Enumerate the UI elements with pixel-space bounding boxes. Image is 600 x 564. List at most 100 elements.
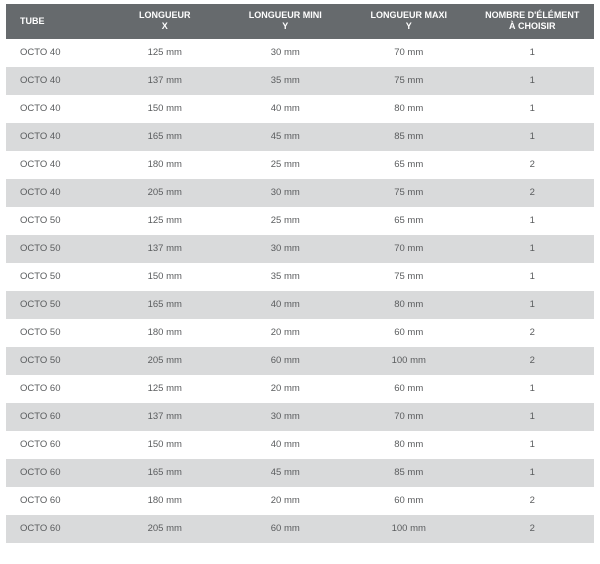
col-header-line1: LONGUEUR MAXI — [371, 10, 448, 20]
table-cell: 2 — [470, 179, 594, 207]
table-cell: OCTO 40 — [6, 67, 106, 95]
table-cell: 1 — [470, 67, 594, 95]
col-header-line1: TUBE — [20, 16, 45, 26]
table-cell: 1 — [470, 123, 594, 151]
table-cell: 60 mm — [224, 515, 347, 543]
table-cell: 30 mm — [224, 235, 347, 263]
table-cell: OCTO 50 — [6, 291, 106, 319]
table-cell: 80 mm — [347, 291, 470, 319]
table-cell: 75 mm — [347, 263, 470, 291]
table-cell: 85 mm — [347, 123, 470, 151]
header-row: TUBE LONGUEUR X LONGUEUR MINI Y LONGUEUR… — [6, 4, 594, 39]
table-cell: 75 mm — [347, 67, 470, 95]
table-cell: 65 mm — [347, 151, 470, 179]
table-cell: OCTO 60 — [6, 375, 106, 403]
table-row: OCTO 50125 mm25 mm65 mm1 — [6, 207, 594, 235]
table-body: OCTO 40125 mm30 mm70 mm1OCTO 40137 mm35 … — [6, 39, 594, 543]
table-cell: 20 mm — [224, 375, 347, 403]
table-cell: 65 mm — [347, 207, 470, 235]
table-row: OCTO 50205 mm60 mm100 mm2 — [6, 347, 594, 375]
table-cell: 205 mm — [106, 179, 224, 207]
table-cell: 165 mm — [106, 459, 224, 487]
table-header: TUBE LONGUEUR X LONGUEUR MINI Y LONGUEUR… — [6, 4, 594, 39]
table-cell: 70 mm — [347, 235, 470, 263]
table-row: OCTO 60180 mm20 mm60 mm2 — [6, 487, 594, 515]
table-cell: 20 mm — [224, 487, 347, 515]
table-cell: OCTO 60 — [6, 431, 106, 459]
table-cell: 1 — [470, 431, 594, 459]
table-cell: 1 — [470, 39, 594, 67]
table-cell: OCTO 40 — [6, 39, 106, 67]
table-cell: 137 mm — [106, 67, 224, 95]
table-row: OCTO 50150 mm35 mm75 mm1 — [6, 263, 594, 291]
table-cell: 45 mm — [224, 459, 347, 487]
table-cell: 85 mm — [347, 459, 470, 487]
table-cell: OCTO 50 — [6, 207, 106, 235]
table-cell: 2 — [470, 487, 594, 515]
table-row: OCTO 40137 mm35 mm75 mm1 — [6, 67, 594, 95]
table-cell: OCTO 60 — [6, 515, 106, 543]
col-header-longueur-maxi: LONGUEUR MAXI Y — [347, 4, 470, 39]
table-cell: 60 mm — [347, 319, 470, 347]
table-cell: 137 mm — [106, 403, 224, 431]
table-cell: OCTO 50 — [6, 235, 106, 263]
table-cell: 40 mm — [224, 291, 347, 319]
table-cell: 60 mm — [347, 375, 470, 403]
table-cell: 1 — [470, 95, 594, 123]
table-row: OCTO 40205 mm30 mm75 mm2 — [6, 179, 594, 207]
table-cell: 30 mm — [224, 403, 347, 431]
tube-table: TUBE LONGUEUR X LONGUEUR MINI Y LONGUEUR… — [6, 4, 594, 543]
table-cell: 100 mm — [347, 347, 470, 375]
table-row: OCTO 60150 mm40 mm80 mm1 — [6, 431, 594, 459]
table-cell: 150 mm — [106, 95, 224, 123]
table-cell: 1 — [470, 207, 594, 235]
col-header-line1: LONGUEUR — [139, 10, 191, 20]
table-cell: 180 mm — [106, 151, 224, 179]
table-cell: 1 — [470, 235, 594, 263]
table-row: OCTO 60125 mm20 mm60 mm1 — [6, 375, 594, 403]
table-row: OCTO 40150 mm40 mm80 mm1 — [6, 95, 594, 123]
table-cell: 35 mm — [224, 67, 347, 95]
col-header-line1: LONGUEUR MINI — [249, 10, 322, 20]
table-row: OCTO 60165 mm45 mm85 mm1 — [6, 459, 594, 487]
table-cell: 2 — [470, 319, 594, 347]
col-header-line2: Y — [282, 21, 288, 31]
col-header-line2: Y — [406, 21, 412, 31]
table-row: OCTO 40125 mm30 mm70 mm1 — [6, 39, 594, 67]
col-header-longueur-mini: LONGUEUR MINI Y — [224, 4, 347, 39]
table-cell: 150 mm — [106, 263, 224, 291]
table-cell: OCTO 60 — [6, 403, 106, 431]
table-cell: OCTO 50 — [6, 263, 106, 291]
table-cell: 40 mm — [224, 431, 347, 459]
table-cell: 165 mm — [106, 123, 224, 151]
table-cell: 75 mm — [347, 179, 470, 207]
table-row: OCTO 60205 mm60 mm100 mm2 — [6, 515, 594, 543]
table-row: OCTO 60137 mm30 mm70 mm1 — [6, 403, 594, 431]
col-header-longueur-x: LONGUEUR X — [106, 4, 224, 39]
table-cell: 180 mm — [106, 319, 224, 347]
table-cell: 2 — [470, 515, 594, 543]
table-cell: 40 mm — [224, 95, 347, 123]
table-cell: OCTO 40 — [6, 151, 106, 179]
table-cell: OCTO 60 — [6, 459, 106, 487]
col-header-line2: X — [162, 21, 168, 31]
table-cell: 30 mm — [224, 39, 347, 67]
table-cell: 205 mm — [106, 347, 224, 375]
table-row: OCTO 40165 mm45 mm85 mm1 — [6, 123, 594, 151]
table-cell: OCTO 40 — [6, 95, 106, 123]
table-cell: 1 — [470, 263, 594, 291]
table-container: TUBE LONGUEUR X LONGUEUR MINI Y LONGUEUR… — [0, 0, 600, 564]
table-cell: 125 mm — [106, 375, 224, 403]
table-row: OCTO 50137 mm30 mm70 mm1 — [6, 235, 594, 263]
table-cell: 60 mm — [347, 487, 470, 515]
table-cell: 80 mm — [347, 95, 470, 123]
table-cell: 25 mm — [224, 151, 347, 179]
table-cell: 165 mm — [106, 291, 224, 319]
table-cell: 20 mm — [224, 319, 347, 347]
table-cell: 2 — [470, 151, 594, 179]
table-cell: 205 mm — [106, 515, 224, 543]
col-header-line2: À CHOISIR — [509, 21, 556, 31]
table-cell: 1 — [470, 403, 594, 431]
table-cell: 60 mm — [224, 347, 347, 375]
table-cell: OCTO 40 — [6, 179, 106, 207]
